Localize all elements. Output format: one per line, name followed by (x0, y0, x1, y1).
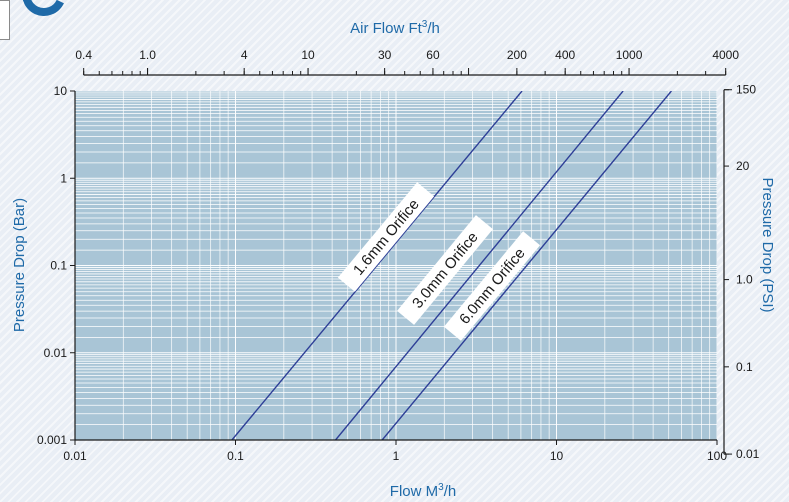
window-corner-box (0, 0, 10, 40)
top-axis-tick-label: 30 (378, 48, 392, 62)
y-tick-label: 0.01 (44, 346, 68, 360)
y-tick-label: 1 (60, 171, 67, 185)
right-axis-tick-label: 0.1 (736, 360, 753, 374)
top-axis-tick-label: 400 (555, 48, 575, 62)
top-axis-tick-label: 4 (241, 48, 248, 62)
right-axis-tick-label: 150 (736, 83, 756, 97)
top-axis-tick-label: 1000 (616, 48, 643, 62)
x-tick-label: 0.1 (227, 449, 244, 463)
top-axis-tick-label: 10 (301, 48, 315, 62)
series-label-box (443, 231, 541, 341)
right-axis-title: Pressure Drop (PSI) (759, 177, 776, 312)
y-tick-label: 0.001 (37, 433, 67, 447)
top-axis-tick-label: 1.0 (139, 48, 156, 62)
top-axis-title: Air Flow Ft3/h (350, 19, 440, 37)
y-tick-label: 10 (54, 84, 68, 98)
right-axis-tick-label: 20 (736, 159, 750, 173)
x-tick-label: 10 (550, 449, 564, 463)
series-line-3 (381, 91, 672, 440)
y-axis-title: Pressure Drop (Bar) (11, 198, 28, 332)
series-label-box (397, 215, 493, 325)
x-tick-label: 1 (393, 449, 400, 463)
x-tick-label: 0.01 (63, 449, 87, 463)
right-axis-tick-label: 0.01 (736, 447, 760, 461)
series-line-1 (231, 91, 523, 440)
top-axis-tick-label: 200 (507, 48, 527, 62)
x-tick-label: 100 (707, 449, 727, 463)
grid-lines (75, 91, 717, 440)
y-tick-label: 0.1 (50, 259, 67, 273)
series-line-2 (334, 91, 624, 440)
x-axis-title: Flow M3/h (390, 482, 456, 500)
series-label-box (337, 182, 435, 292)
top-axis-tick-label: 4000 (712, 48, 739, 62)
top-axis-tick-label: 60 (426, 48, 440, 62)
top-axis-tick-label: 0.4 (75, 48, 92, 62)
right-axis-tick-label: 1.0 (736, 273, 753, 287)
